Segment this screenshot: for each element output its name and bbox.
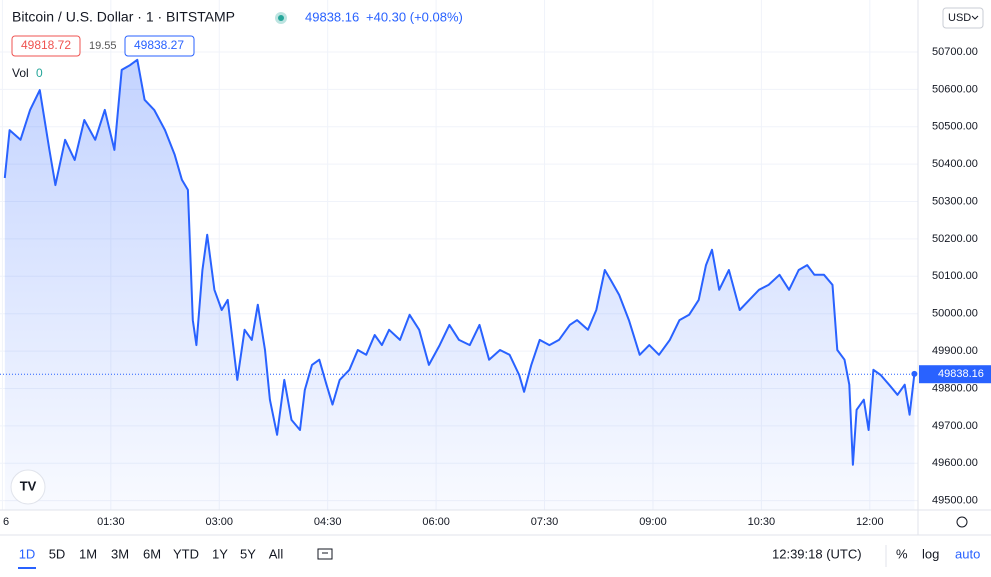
currency-caret[interactable]	[971, 15, 979, 20]
clock: 12:39:18 (UTC)	[772, 546, 862, 561]
log-toggle[interactable]: log	[922, 546, 939, 561]
x-tick-label: 01:30	[97, 516, 125, 528]
last-price-tag	[919, 365, 991, 384]
ask-box[interactable]	[124, 35, 195, 57]
range-button[interactable]: YTD	[173, 546, 199, 561]
range-button[interactable]: 1D	[19, 546, 36, 561]
percent-toggle[interactable]: %	[896, 546, 908, 561]
range-button[interactable]: 3M	[111, 546, 129, 561]
y-tick-label: 49600.00	[932, 457, 978, 469]
y-tick-label: 50600.00	[932, 83, 978, 95]
range-button[interactable]: 5Y	[240, 546, 256, 561]
y-tick-label: 50100.00	[932, 270, 978, 282]
price-change: +40.30 (+0.08%)	[366, 9, 463, 24]
x-tick-label: 07:30	[531, 516, 559, 528]
y-tick-label: 50700.00	[932, 46, 978, 58]
last-price: 49838.16	[305, 9, 359, 24]
last-point	[911, 370, 918, 377]
x-tick-label: 12:00	[856, 516, 884, 528]
range-button[interactable]: 1M	[79, 546, 97, 561]
last-price-tag-label: 49838.16	[938, 368, 984, 380]
y-tick-label: 49500.00	[932, 495, 978, 507]
x-tick-label: 03:00	[205, 516, 233, 528]
x-tick-label: 10:30	[748, 516, 776, 528]
spread: 19.55	[89, 40, 117, 52]
x-tick-label: 04:30	[314, 516, 342, 528]
range-button[interactable]: 6M	[143, 546, 161, 561]
price-area	[4, 59, 915, 511]
x-tick-label: 09:00	[639, 516, 667, 528]
range-button[interactable]: 1Y	[212, 546, 228, 561]
compare-icon[interactable]	[317, 548, 333, 560]
x-tick-label: 06:00	[422, 516, 450, 528]
ask[interactable]: 49838.27	[134, 38, 184, 52]
symbol-title: Bitcoin / U.S. Dollar · 1 · BITSTAMP	[12, 9, 235, 25]
auto-toggle[interactable]: auto	[955, 546, 980, 561]
volume-label: Vol	[12, 66, 29, 80]
y-tick-label: 50400.00	[932, 158, 978, 170]
tv-logo[interactable]	[10, 469, 46, 505]
y-tick-label: 50300.00	[932, 195, 978, 207]
tv-logo-text[interactable]: TV	[20, 478, 37, 493]
settings-icon[interactable]	[956, 516, 968, 528]
range-button[interactable]: 5D	[49, 546, 66, 561]
y-tick-label: 50000.00	[932, 308, 978, 320]
y-tick-label: 49800.00	[932, 382, 978, 394]
y-tick-label: 49700.00	[932, 420, 978, 432]
bid[interactable]: 49818.72	[21, 38, 71, 52]
currency-button[interactable]	[942, 7, 984, 29]
y-tick-label: 49900.00	[932, 345, 978, 357]
range-button[interactable]: All	[269, 546, 284, 561]
currency[interactable]: USD	[948, 12, 971, 24]
y-tick-label: 50200.00	[932, 233, 978, 245]
volume-value: 0	[36, 66, 43, 80]
bid-box[interactable]	[11, 35, 81, 57]
x-tick-label: 6	[3, 516, 9, 528]
market-status-dot	[278, 15, 284, 21]
price-line	[3, 58, 916, 466]
y-tick-label: 50500.00	[932, 121, 978, 133]
